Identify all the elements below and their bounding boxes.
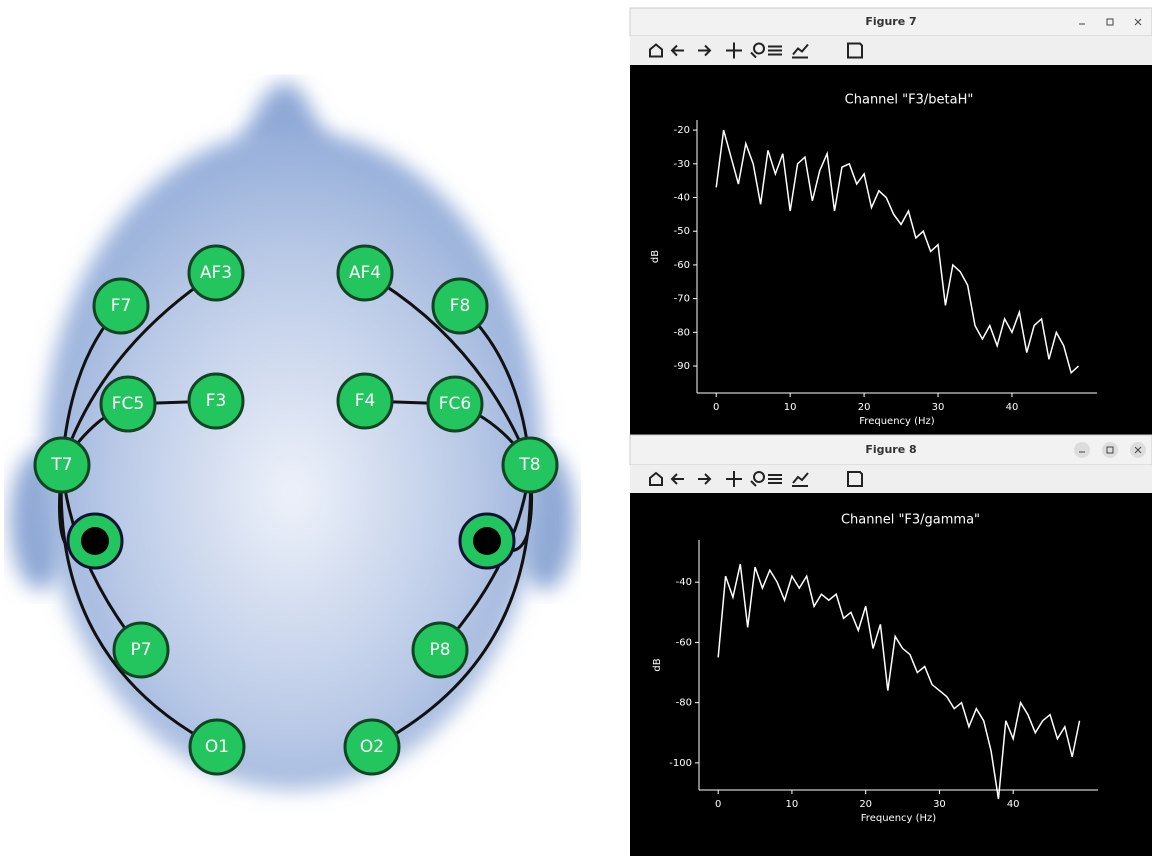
windows: Figure 7 Channel "F3/betaH" -20 -30 -40 -50 -6… bbox=[630, 8, 1152, 856]
electrode-label: T8 bbox=[518, 455, 540, 475]
x-axis-label: Frequency (Hz) bbox=[859, 416, 935, 427]
window-title: Figure 7 bbox=[865, 15, 916, 28]
electrode-label: FC5 bbox=[112, 394, 144, 414]
window: Figure 7 Channel "F3/betaH" -20 -30 -40 -50 -6… bbox=[630, 8, 1152, 436]
y-tick-label: -70 bbox=[674, 294, 690, 305]
y-tick-label: -30 bbox=[674, 159, 690, 170]
y-axis-label: dB bbox=[650, 250, 661, 263]
electrode-label: O1 bbox=[205, 737, 229, 757]
x-tick-label: 20 bbox=[858, 402, 871, 413]
electrode-label: F7 bbox=[111, 296, 132, 316]
x-tick-label: 10 bbox=[784, 402, 797, 413]
page: AF3 F7 FC5 F3 T7 P7 O1 AF4 F8 F4 FC6 T8 P8 O2 Figure … bbox=[0, 0, 1152, 856]
plot-area bbox=[630, 65, 1152, 436]
x-tick-label: 30 bbox=[932, 402, 945, 413]
y-tick-label: -100 bbox=[669, 758, 692, 769]
y-tick-label: -90 bbox=[674, 361, 690, 372]
x-tick-label: 0 bbox=[715, 799, 721, 810]
electrode-label: P7 bbox=[130, 640, 151, 660]
electrode-label: AF3 bbox=[200, 263, 232, 283]
electrode-label: AF4 bbox=[349, 263, 381, 283]
window-max-button[interactable] bbox=[1102, 442, 1118, 458]
electrode-label: O2 bbox=[360, 737, 384, 757]
electrode-label: F8 bbox=[450, 296, 471, 316]
plot-area bbox=[630, 493, 1152, 856]
electrode-label: P8 bbox=[429, 640, 450, 660]
screen: AF3 F7 FC5 F3 T7 P7 O1 AF4 F8 F4 FC6 T8 P8 O2 Figure … bbox=[0, 0, 1152, 856]
x-tick-label: 30 bbox=[933, 799, 946, 810]
x-tick-label: 0 bbox=[713, 402, 719, 413]
window-title: Figure 8 bbox=[865, 443, 916, 456]
y-tick-label: -80 bbox=[676, 698, 692, 709]
y-tick-label: -40 bbox=[674, 193, 690, 204]
y-tick-label: -80 bbox=[674, 327, 690, 338]
window: Figure 8 Channel "F3/gamma" -40 -60 -80 -100 0… bbox=[630, 435, 1152, 856]
window-min-button[interactable] bbox=[1074, 14, 1090, 30]
y-axis-label: dB bbox=[652, 658, 663, 671]
chart-title: Channel "F3/gamma" bbox=[841, 513, 980, 528]
y-tick-label: -60 bbox=[674, 260, 690, 271]
y-tick-label: -20 bbox=[674, 125, 690, 136]
head-shape bbox=[42, 130, 542, 790]
x-tick-label: 20 bbox=[859, 799, 872, 810]
head bbox=[10, 83, 575, 791]
x-tick-label: 40 bbox=[1006, 402, 1019, 413]
x-axis-label: Frequency (Hz) bbox=[861, 813, 937, 824]
y-tick-label: -40 bbox=[676, 577, 692, 588]
electrode-label: T7 bbox=[50, 455, 72, 475]
electrode-label: FC6 bbox=[439, 394, 471, 414]
x-tick-label: 10 bbox=[786, 799, 799, 810]
window-min-button[interactable] bbox=[1074, 442, 1090, 458]
x-tick-label: 40 bbox=[1007, 799, 1020, 810]
y-tick-label: -60 bbox=[676, 637, 692, 648]
y-tick-label: -50 bbox=[674, 226, 690, 237]
electrode-label: F4 bbox=[355, 391, 376, 411]
chart-title: Channel "F3/betaH" bbox=[845, 93, 974, 108]
electrode-label: F3 bbox=[206, 391, 227, 411]
window-max-button[interactable] bbox=[1102, 14, 1118, 30]
